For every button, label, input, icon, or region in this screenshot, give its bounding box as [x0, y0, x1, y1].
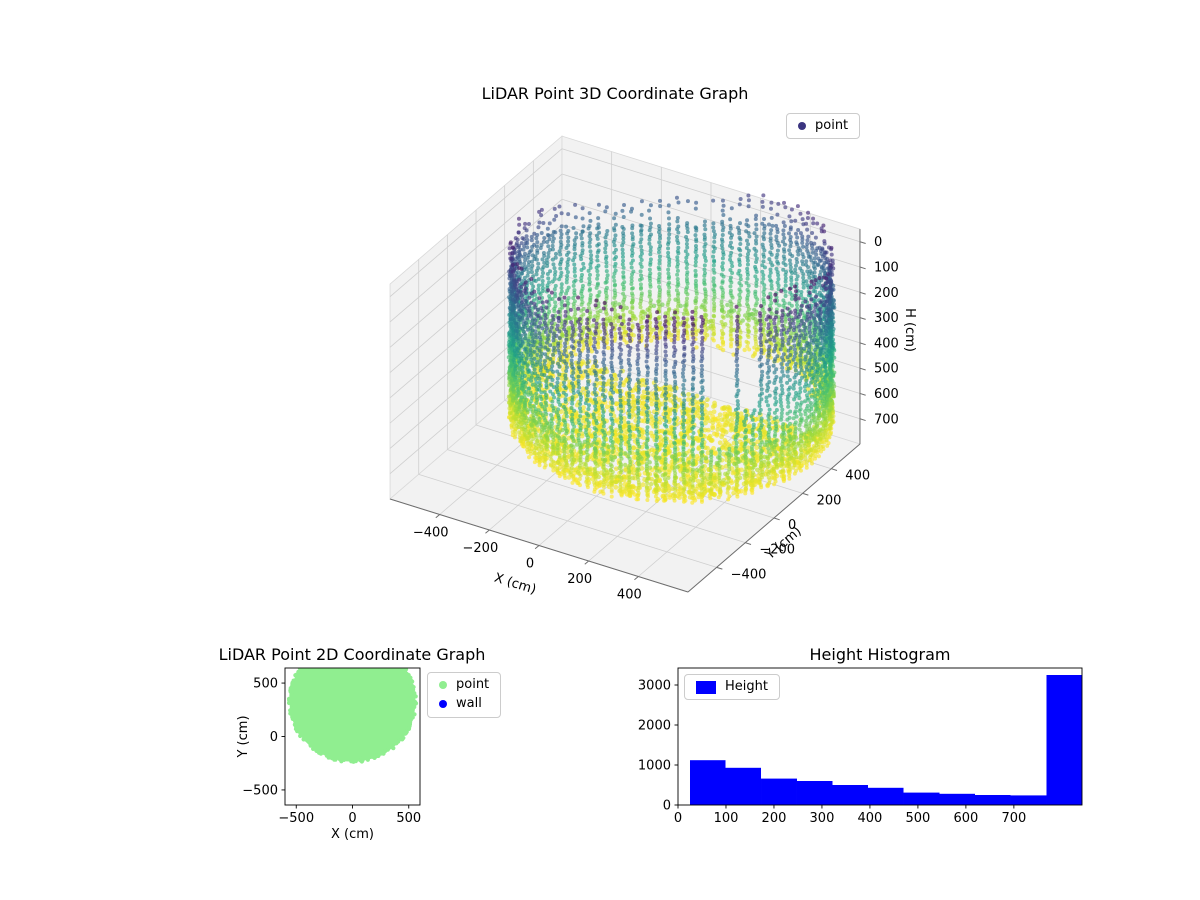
point-marker-icon	[798, 122, 806, 131]
plot2d-title: LiDAR Point 2D Coordinate Graph	[218, 645, 486, 664]
wall-marker-icon	[439, 700, 447, 709]
point-marker-icon	[439, 681, 447, 690]
legend-item-height: Height	[696, 679, 768, 694]
legend-item-wall-2d: wall	[439, 696, 489, 712]
histogram-title: Height Histogram	[809, 645, 951, 664]
legend-label: point	[456, 677, 490, 692]
legend-label: Height	[725, 679, 768, 694]
plot3d-title: LiDAR Point 3D Coordinate Graph	[481, 84, 749, 103]
histogram-legend: Height	[684, 674, 780, 701]
legend-item-point-2d: point	[439, 677, 490, 692]
legend-item-point-3d: point	[798, 118, 849, 133]
height-patch-icon	[696, 680, 716, 694]
plot3d-legend: point	[786, 113, 861, 140]
plot2d-legend: point wall	[427, 672, 502, 718]
legend-label: wall	[456, 696, 482, 712]
legend-label: point	[815, 118, 849, 133]
